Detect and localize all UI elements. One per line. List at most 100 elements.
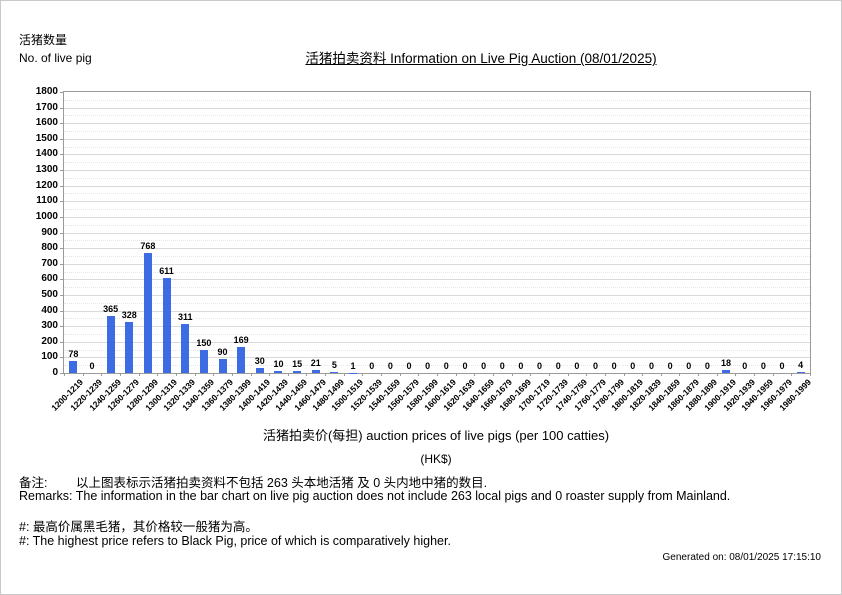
bar [293, 370, 302, 373]
major-gridline [64, 326, 810, 328]
y-axis-title-zh: 活猪数量 [19, 33, 68, 47]
x-axis-tick [754, 373, 756, 376]
bar-value-label: 78 [68, 348, 79, 359]
bar [255, 368, 264, 373]
x-axis-tick [119, 373, 121, 376]
minor-gridline [64, 318, 810, 320]
minor-gridline [64, 224, 810, 226]
x-axis-tick [772, 373, 774, 376]
major-gridline [64, 185, 810, 187]
y-axis-tick [60, 92, 64, 93]
bar-value-label: 0 [89, 361, 95, 371]
y-axis-tick [60, 216, 64, 218]
x-axis-tick [101, 373, 103, 376]
major-gridline [64, 201, 810, 203]
x-axis-tick [82, 373, 84, 376]
y-axis-tick-label: 300 [41, 320, 58, 332]
x-axis-tick [213, 373, 215, 376]
x-axis-tick [735, 373, 737, 376]
bar [330, 372, 339, 373]
bar [796, 372, 805, 373]
bar-value-label: 21 [310, 357, 321, 368]
x-axis-tick [716, 373, 718, 376]
y-axis-tick [60, 279, 64, 281]
y-axis-tick-label: 400 [41, 304, 58, 316]
minor-gridline [64, 271, 810, 273]
x-axis-tick [660, 373, 662, 376]
remark-zh: 备注: 以上图表标示活猪拍卖资料不包括 263 头本地活猪 及 0 头内地中猪的… [19, 476, 488, 490]
x-axis-tick [306, 373, 308, 376]
y-axis-tick [60, 310, 64, 312]
y-axis-tick-label: 0 [52, 367, 58, 378]
x-axis-tick [269, 373, 271, 376]
bar-value-label: 0 [481, 361, 487, 371]
plot-area: 0 100 200 300 400 500 600 700 800 900 1000 1100 1200… [36, 86, 813, 413]
x-axis-tick [287, 373, 289, 376]
y-axis-tick [60, 294, 64, 296]
y-axis-tick-label: 800 [41, 242, 58, 254]
bar-value-label: 0 [686, 361, 692, 371]
bar-value-label: 328 [121, 309, 137, 320]
bar-value-label: 15 [292, 358, 303, 369]
minor-gridline [64, 302, 810, 304]
generated-timestamp: Generated on: 08/01/2025 17:15:10 [662, 552, 821, 563]
minor-gridline [64, 193, 810, 195]
y-axis-tick [60, 123, 64, 125]
y-axis-tick-label: 1700 [35, 101, 58, 113]
x-axis-tick [679, 373, 681, 376]
bar-value-label: 0 [518, 361, 524, 371]
y-axis-tick [60, 185, 64, 187]
x-axis-tick [157, 373, 159, 376]
x-axis-tick [399, 373, 401, 376]
bar [199, 349, 208, 373]
x-axis-tick [138, 373, 140, 376]
minor-gridline [64, 162, 810, 164]
y-axis-tick-label: 1300 [35, 164, 58, 176]
y-axis-tick-label: 200 [41, 335, 58, 347]
y-axis-tick [60, 107, 64, 109]
major-gridline [64, 123, 810, 125]
bar [311, 369, 320, 373]
x-axis-tick [586, 373, 588, 376]
x-axis-tick [437, 373, 438, 376]
x-axis-unit: (HK$) [420, 452, 452, 466]
bar-value-label: 0 [704, 361, 710, 371]
y-axis-tick [60, 170, 64, 172]
y-axis-tick-label: 1200 [35, 179, 58, 191]
bar-value-label: 311 [177, 312, 193, 323]
bar [143, 253, 152, 373]
bar-value-label: 0 [574, 361, 580, 371]
minor-gridline [64, 146, 810, 148]
bar-value-label: 0 [742, 361, 748, 371]
minor-gridline [64, 240, 810, 242]
y-axis-tick [60, 263, 64, 265]
bar [237, 346, 246, 373]
x-axis-tick [250, 373, 252, 376]
bar-value-label: 611 [159, 265, 174, 276]
x-axis-tick [604, 373, 606, 376]
x-axis-tick [325, 373, 327, 376]
major-gridline [64, 341, 810, 343]
major-gridline [64, 310, 810, 312]
bar [181, 324, 190, 373]
major-gridline [64, 138, 810, 140]
x-axis-tick [455, 373, 457, 376]
bar-value-label: 150 [196, 337, 212, 348]
x-axis-tick [511, 373, 513, 376]
y-axis-tick-label: 1100 [36, 195, 58, 207]
bar-value-label: 4 [798, 360, 804, 371]
x-axis-tick [474, 373, 476, 376]
major-gridline [64, 279, 810, 281]
x-axis-tick [623, 373, 625, 376]
x-axis-tick [567, 373, 569, 376]
y-axis-tick-label: 100 [41, 351, 58, 363]
y-axis-tick-label: 500 [41, 288, 58, 300]
black-pig-note-en: #: The highest price refers to Black Pig… [19, 534, 451, 548]
x-axis-tick [362, 373, 364, 376]
bar-value-label: 0 [369, 361, 375, 371]
minor-gridline [64, 177, 810, 179]
y-axis-tick-label: 1000 [35, 210, 58, 222]
bar-value-label: 0 [387, 361, 393, 371]
y-axis-tick [60, 154, 64, 156]
